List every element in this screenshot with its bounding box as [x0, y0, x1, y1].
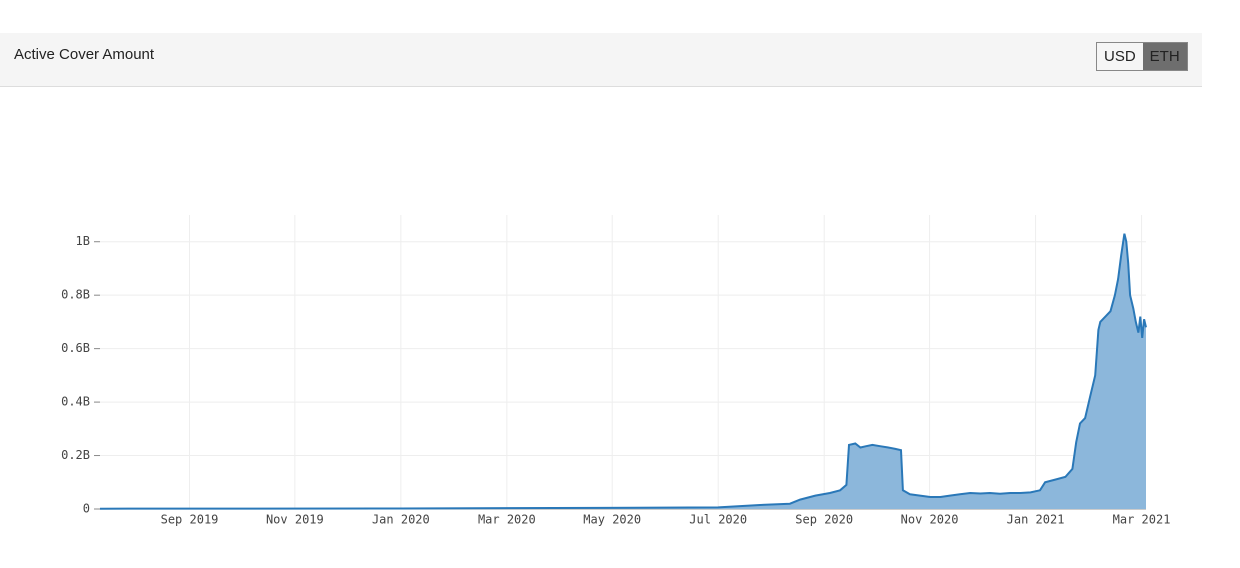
x-tick-label: Jan 2021 [1007, 513, 1065, 527]
y-tick-label: 0.2B [61, 448, 90, 462]
x-tick-label: May 2020 [583, 513, 641, 527]
header-title: Active Cover Amount [14, 46, 155, 63]
x-tick-label: Mar 2021 [1113, 513, 1171, 527]
y-tick-label: 0 [83, 502, 90, 516]
header: Active Cover Amount USD ETH [0, 33, 1202, 87]
y-tick-label: 0.4B [61, 395, 90, 409]
currency-toggle: USD ETH [1096, 42, 1188, 71]
x-tick-label: Nov 2020 [901, 513, 959, 527]
x-tick-label: Nov 2019 [266, 513, 324, 527]
x-tick-label: Jul 2020 [689, 513, 747, 527]
x-tick-label: Jan 2020 [372, 513, 430, 527]
y-tick-label: 0.8B [61, 288, 90, 302]
x-tick-label: Mar 2020 [478, 513, 536, 527]
usd-button[interactable]: USD [1104, 48, 1136, 65]
x-tick-label: Sep 2019 [161, 513, 219, 527]
eth-button[interactable]: ETH [1142, 43, 1187, 70]
y-tick-label: 0.6B [61, 341, 90, 355]
area [100, 233, 1146, 509]
line [99, 233, 1147, 510]
y-tick-label: 1B [76, 234, 90, 248]
x-tick-label: Sep 2020 [795, 513, 853, 527]
